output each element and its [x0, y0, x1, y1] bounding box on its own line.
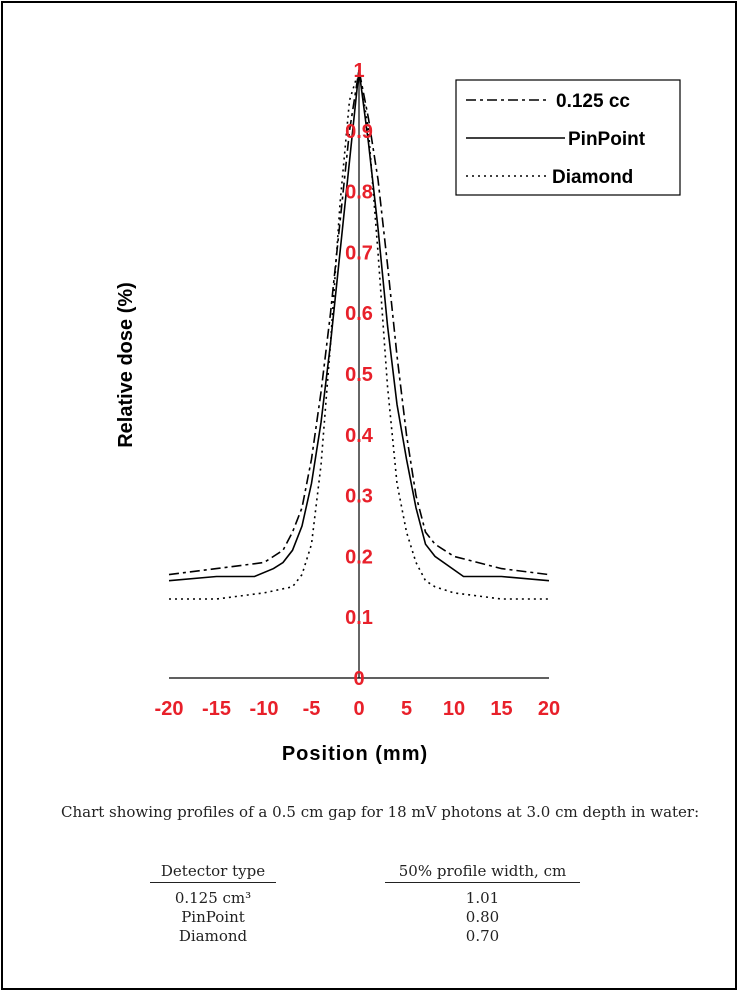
y-tick-label: 1: [353, 60, 364, 82]
x-tick-label: 20: [538, 698, 560, 720]
legend-label-pinpoint: PinPoint: [568, 129, 646, 150]
table-cell-width: 0.70: [465, 927, 500, 945]
x-tick-label: -10: [250, 698, 279, 720]
table-header-detector: Detector type: [150, 862, 276, 883]
x-axis-title: Position (mm): [282, 743, 428, 765]
y-tick-label: 0.4: [345, 425, 374, 447]
y-tick-label: 0.6: [345, 303, 373, 325]
y-tick-label: 0.3: [345, 486, 373, 508]
series-layer: [168, 69, 550, 600]
y-tick-label: 0.1: [345, 607, 373, 629]
x-tick-labels: -20 -15 -10 -5 0 5 10 15 20: [155, 698, 561, 720]
table-row: 0.125 cm³ 1.01: [150, 889, 590, 908]
table-cell-detector: PinPoint: [181, 908, 245, 926]
series-line-pinpoint: [168, 69, 550, 582]
y-tick-label: 0.7: [345, 242, 373, 264]
dose-profile-chart: 00.10.20.30.40.50.60.70.80.91 -20 -15 -10-…: [115, 60, 681, 765]
table-row: Diamond 0.70: [150, 927, 590, 946]
table-row: PinPoint 0.80: [150, 908, 590, 927]
y-tick-labels: 0 0.1 0.2 0.3 0.4 0.5 0.6 0.7 0.8 0.9 1: [345, 60, 374, 690]
y-axis-title: Relative dose (%): [115, 282, 137, 448]
table-cell-detector: Diamond: [178, 927, 248, 945]
x-tick-label: 5: [401, 698, 412, 720]
y-tick-label: 0.9: [345, 121, 373, 143]
x-tick-label: 10: [443, 698, 465, 720]
legend: 0.125 cc PinPoint Diamond: [455, 79, 681, 196]
table-cell-width: 0.80: [465, 908, 500, 926]
table-cell-width: 1.01: [465, 889, 500, 907]
chart-caption: Chart showing profiles of a 0.5 cm gap f…: [61, 803, 700, 821]
x-tick-label: -20: [155, 698, 184, 720]
table-cell-detector: 0.125 cm³: [174, 889, 252, 907]
y-tick-label: 0.8: [345, 182, 373, 204]
x-tick-label: 0: [353, 698, 364, 720]
series-line-diamond: [169, 69, 549, 600]
axes-layer: [169, 70, 549, 679]
y-tick-label: 0.2: [345, 546, 373, 568]
x-tick-label: -15: [202, 698, 231, 720]
table-header: Detector type 50% profile width, cm: [150, 862, 590, 884]
legend-label-diamond: Diamond: [552, 167, 633, 188]
y-tick-label: 0: [353, 668, 364, 690]
legend-label-0125cc: 0.125 cc: [556, 91, 630, 112]
x-tick-label: 15: [490, 698, 512, 720]
series-line-0125cc: [168, 69, 550, 576]
x-tick-label: -5: [303, 698, 321, 720]
table-header-width: 50% profile width, cm: [385, 862, 580, 883]
y-tick-label: 0.5: [345, 364, 373, 386]
